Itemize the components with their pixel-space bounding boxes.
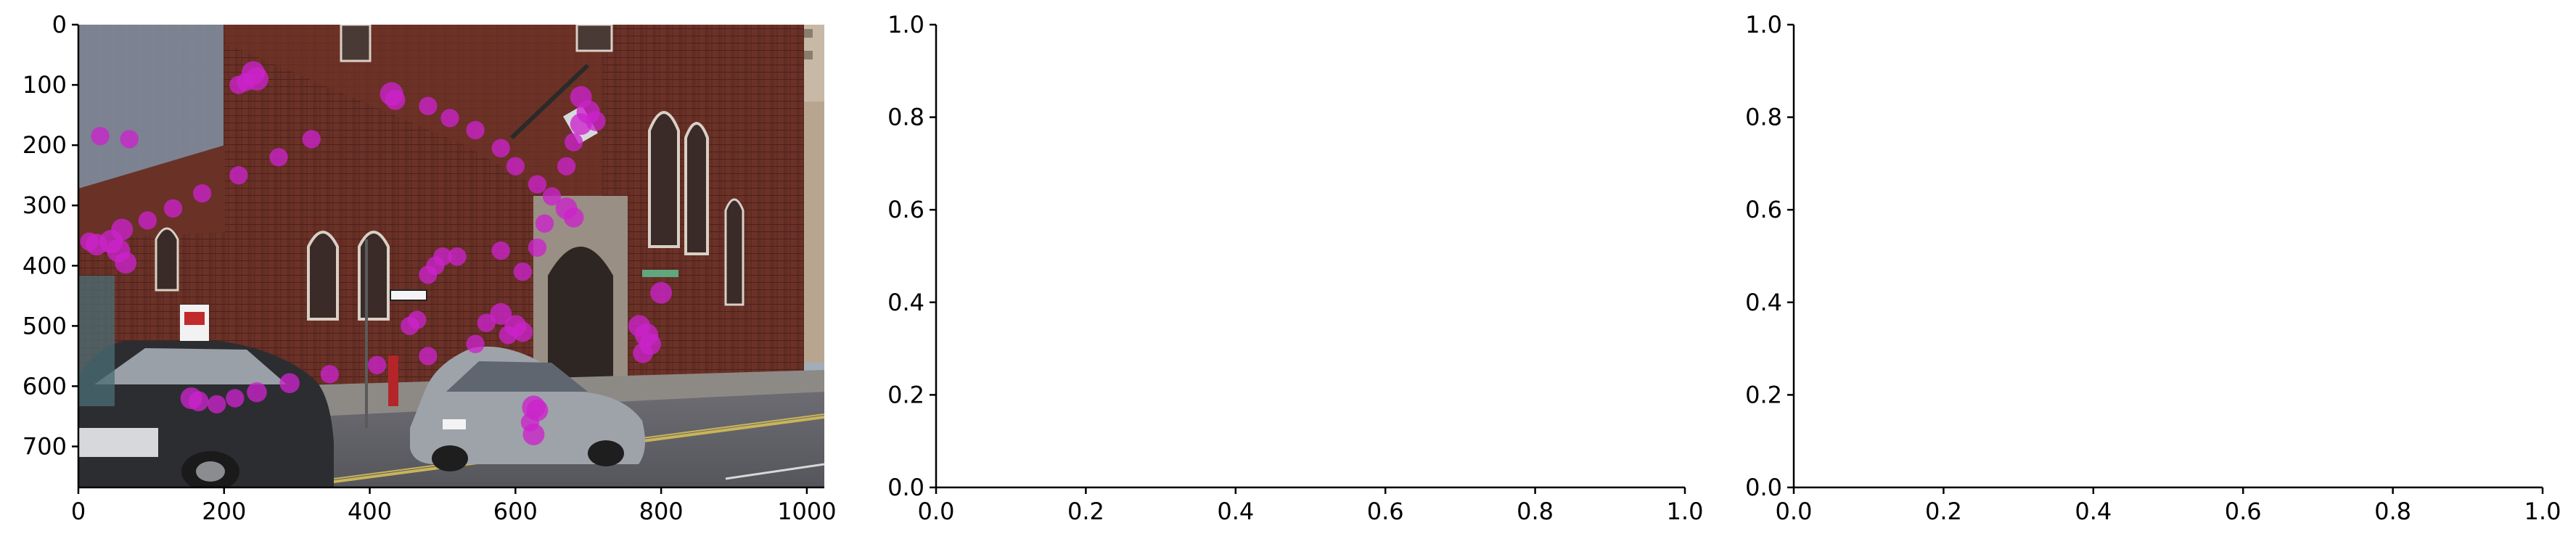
street-scene-photo [78, 25, 824, 487]
panel-3-x-tick-label: 0.8 [2374, 498, 2411, 525]
panel-2-x-tick-label: 0.8 [1517, 498, 1554, 525]
panel-2-y-tick-label: 1.0 [887, 11, 924, 38]
panel-1-x-tick-label: 600 [493, 498, 538, 525]
panel-1-y-tick-label: 600 [22, 372, 67, 400]
panel-1-y-ticks: 0 100 200 300 400 500 600 700 [22, 11, 78, 461]
gaze-point [466, 334, 485, 353]
gaze-point [477, 313, 496, 332]
gaze-point [491, 139, 510, 157]
panel-3-x-tick-label: 0.2 [1925, 498, 1962, 525]
gaze-point [229, 75, 248, 94]
gaze-point [557, 157, 576, 176]
gaze-point [440, 109, 459, 128]
gaze-point [367, 355, 387, 375]
gaze-point [528, 238, 547, 257]
gaze-point [585, 111, 606, 131]
gaze-point [528, 175, 547, 194]
panel-3-y-tick-label: 0.6 [1745, 196, 1782, 223]
panel-2-x-tick-label: 1.0 [1667, 498, 1704, 525]
panel-1-y-tick-label: 0 [52, 11, 67, 38]
panel-3-y-tick-label: 0.8 [1745, 104, 1782, 131]
gaze-point [490, 302, 512, 325]
panel-3-y-tick-label: 0.4 [1745, 289, 1782, 316]
panel-3-x-tick-label: 0.4 [2075, 498, 2112, 525]
gaze-point [302, 130, 321, 149]
panel-3-y-tick-label: 0.2 [1745, 381, 1782, 408]
panel-1-x-tick-label: 0 [71, 498, 86, 525]
gaze-point [80, 232, 99, 251]
gaze-point [512, 321, 533, 342]
panel-2-y-tick-label: 0.6 [887, 196, 924, 223]
gaze-point [522, 423, 545, 445]
panel-2-x-tick-label: 0.0 [918, 498, 955, 525]
panel-1-x-tick-label: 200 [202, 498, 246, 525]
gaze-point [565, 133, 583, 152]
gaze-point [542, 187, 562, 206]
panel-1-x-tick-label: 800 [639, 498, 684, 525]
panel-2-x-tick-label: 0.2 [1067, 498, 1104, 525]
panel-3-x-tick-label: 0.0 [1776, 498, 1813, 525]
gaze-point [138, 211, 157, 230]
gaze-point [188, 391, 209, 412]
panel-1-x-tick-label: 400 [348, 498, 392, 525]
gaze-point [115, 252, 137, 274]
panel-1-y-tick-label: 500 [22, 312, 67, 339]
gaze-point [491, 241, 510, 260]
panel-1-y-tick-label: 300 [22, 191, 67, 219]
panel-3-x-tick-label: 1.0 [2524, 498, 2561, 525]
panel-1-y-tick-label: 400 [22, 252, 67, 279]
gaze-point [91, 127, 110, 146]
panel-2-empty-axes: 0.0 0.2 0.4 0.6 0.8 1.0 0.0 0.2 0.4 0.6 0.8 1.0 [887, 11, 1703, 525]
panel-3-empty-axes: 0.0 0.2 0.4 0.6 0.8 1.0 0.0 0.2 0.4 0.6 0.8 1.0 [1745, 11, 2561, 525]
gaze-point [279, 373, 300, 394]
panel-2-x-tick-label: 0.4 [1217, 498, 1254, 525]
panel-2-y-tick-label: 0.0 [887, 474, 924, 501]
gaze-point [448, 247, 467, 266]
gaze-point [419, 265, 438, 284]
gaze-point [163, 199, 183, 218]
panel-2-x-tick-label: 0.6 [1367, 498, 1404, 525]
gaze-points-group [80, 61, 673, 445]
gaze-point [466, 120, 485, 140]
panel-2-y-tick-label: 0.4 [887, 289, 924, 316]
gaze-point [269, 148, 288, 167]
gaze-point [419, 96, 438, 115]
panel-2-y-tick-label: 0.2 [887, 381, 924, 408]
panel-1-image-axes: 0 200 400 600 800 1000 0 100 200 300 400 500 600 700 [22, 11, 837, 525]
panel-2-y-tick-label: 0.8 [887, 104, 924, 131]
gaze-point [633, 342, 653, 363]
gaze-point [120, 130, 139, 149]
panel-3-x-tick-label: 0.6 [2225, 498, 2262, 525]
panel-3-x-ticks: 0.0 0.2 0.4 0.6 0.8 1.0 [1776, 487, 2561, 525]
gaze-point [419, 347, 438, 366]
panel-3-y-ticks: 0.0 0.2 0.4 0.6 0.8 1.0 [1745, 11, 1794, 501]
gaze-point [535, 214, 554, 233]
gaze-point [499, 326, 517, 345]
gaze-point [650, 281, 673, 304]
gaze-point [385, 90, 406, 110]
panel-1-y-tick-label: 200 [22, 131, 67, 159]
panel-1-x-tick-label: 1000 [777, 498, 836, 525]
gaze-point [208, 395, 226, 414]
gaze-point [563, 207, 584, 228]
panel-1-y-tick-label: 100 [22, 71, 67, 99]
gaze-point [226, 389, 245, 408]
panel-1-x-ticks: 0 200 400 600 800 1000 [71, 487, 837, 525]
gaze-point [247, 382, 267, 403]
gaze-point [229, 166, 248, 185]
panel-3-y-tick-label: 0.0 [1745, 474, 1782, 501]
gaze-point [193, 184, 212, 203]
panel-3-y-tick-label: 1.0 [1745, 11, 1782, 38]
gaze-point [320, 365, 339, 384]
gaze-point [513, 262, 533, 281]
panel-1-y-tick-label: 700 [22, 433, 67, 461]
gaze-point [401, 316, 419, 336]
panel-2-x-ticks: 0.0 0.2 0.4 0.6 0.8 1.0 [918, 487, 1704, 525]
panel-2-y-ticks: 0.0 0.2 0.4 0.6 0.8 1.0 [887, 11, 936, 501]
gaze-point [506, 157, 525, 176]
